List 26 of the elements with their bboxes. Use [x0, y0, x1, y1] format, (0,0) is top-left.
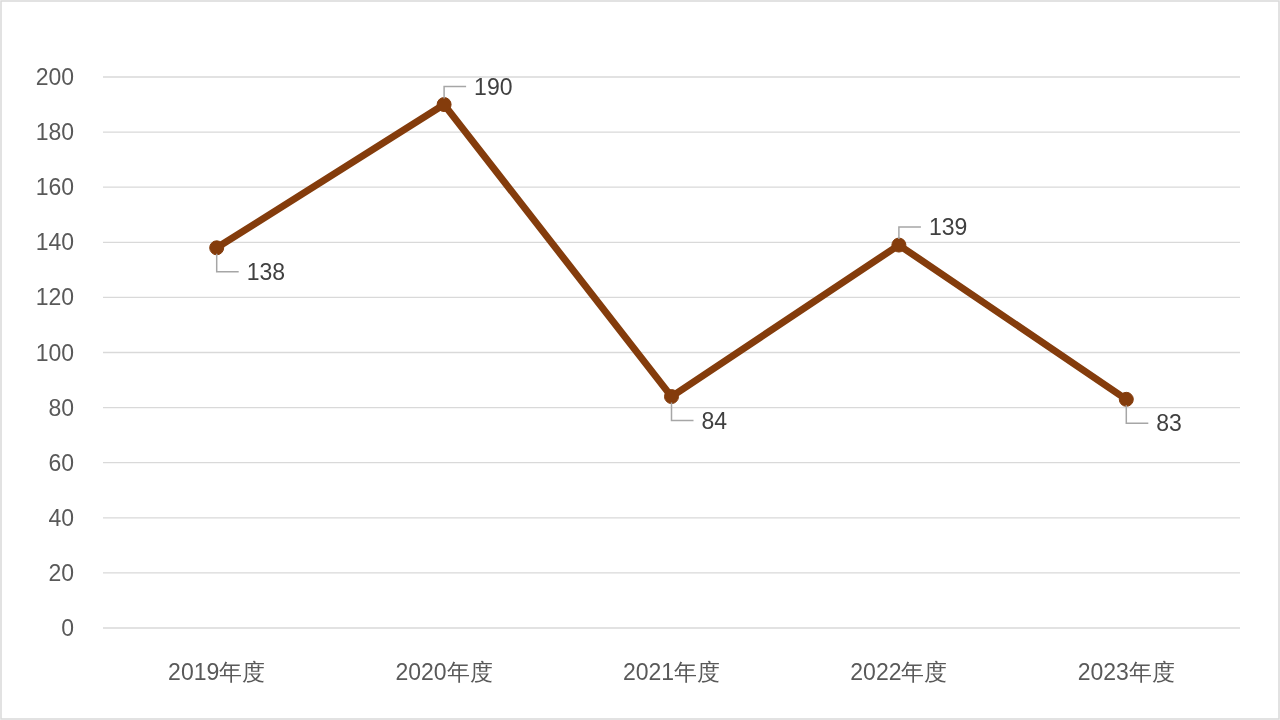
y-tick-label: 200 [35, 64, 74, 90]
y-tick-label: 180 [35, 119, 74, 146]
y-tick-label: 0 [61, 615, 74, 641]
point [209, 240, 225, 256]
x-tick-label: 2019年度 [168, 659, 266, 685]
point [1118, 391, 1134, 407]
y-tick-label: 140 [35, 229, 74, 256]
point [891, 237, 907, 253]
y-tick-label: 40 [48, 504, 74, 531]
y-tick-label: 160 [35, 174, 74, 201]
data-label: 190 [474, 73, 513, 100]
x-tick-label: 2022年度 [850, 659, 948, 685]
y-tick-label: 120 [35, 284, 74, 311]
point [664, 389, 679, 405]
y-tick-label: 100 [35, 339, 74, 366]
point [436, 97, 452, 113]
data-label: 84 [701, 407, 728, 434]
x-tick-label: 2021年度 [622, 659, 721, 685]
y-tick-label: 20 [48, 559, 74, 586]
data-label: 83 [1156, 410, 1182, 437]
y-tick-label: 80 [48, 394, 74, 421]
y-tick-label: 60 [48, 449, 74, 476]
data-label: 139 [928, 214, 968, 241]
x-tick-label: 2020年度 [395, 659, 493, 685]
x-tick-label: 2023年度 [1077, 659, 1175, 685]
data-label: 138 [246, 258, 286, 285]
